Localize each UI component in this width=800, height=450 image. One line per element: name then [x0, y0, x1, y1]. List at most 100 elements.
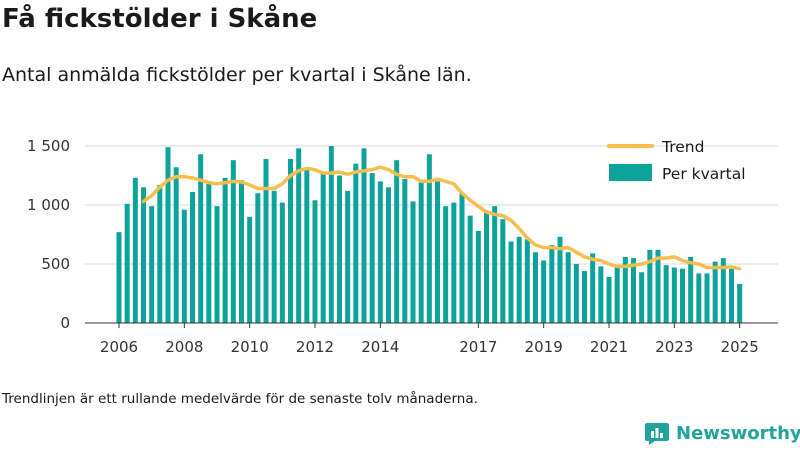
bar: [296, 148, 302, 323]
x-tick-label: 2010: [231, 338, 269, 356]
bar: [508, 241, 514, 323]
bar: [467, 215, 473, 323]
bar: [475, 230, 481, 323]
bar: [263, 158, 269, 323]
bar: [255, 193, 261, 323]
chart-caption: Trendlinjen är ett rullande medelvärde f…: [2, 391, 478, 407]
bar: [737, 284, 743, 323]
bar: [279, 202, 285, 323]
bar: [647, 249, 653, 323]
x-tick-label: 2012: [296, 338, 334, 356]
bar: [655, 249, 661, 323]
bar: [557, 236, 563, 323]
bar: [288, 158, 294, 323]
bar: [410, 201, 416, 323]
bar: [394, 160, 400, 323]
chart: 0 500 1 000 1 500 2006 2008 2010 2012 2014 2017 20…: [27, 137, 778, 356]
bar: [124, 203, 130, 323]
bar: [549, 245, 555, 323]
bar: [418, 182, 424, 323]
bar: [149, 206, 155, 323]
bar: [361, 148, 367, 323]
bar: [337, 175, 343, 323]
bar: [181, 209, 187, 323]
bar: [132, 177, 138, 323]
brand: Newsworthy: [644, 420, 800, 446]
x-tick-label: 2017: [459, 338, 497, 356]
bar: [402, 179, 408, 323]
bar: [688, 256, 694, 323]
legend-bars-label: Per kvartal: [662, 165, 746, 183]
chart-subtitle: Antal anmälda fickstölder per kvartal i …: [2, 64, 472, 86]
x-tick-label: 2025: [721, 338, 759, 356]
bar: [720, 258, 726, 323]
axis-layer: 0 500 1 000 1 500 2006 2008 2010 2012 2014 2017 20…: [27, 137, 778, 356]
bar: [165, 147, 171, 323]
trend-layer: [141, 165, 742, 271]
bar: [230, 160, 236, 323]
brand-name: Newsworthy: [676, 422, 800, 444]
bar: [304, 168, 310, 323]
bar: [671, 267, 677, 323]
bar: [312, 200, 318, 323]
bar: [712, 261, 718, 323]
bar: [541, 260, 547, 323]
bar: [239, 180, 245, 323]
legend-bars-swatch: [609, 164, 652, 181]
chart-title: Få fickstölder i Skåne: [2, 4, 318, 34]
bar: [614, 267, 620, 323]
bar: [116, 232, 122, 323]
bar: [141, 187, 147, 323]
y-tick-label: 1 500: [27, 137, 70, 155]
y-tick-label: 1 000: [27, 196, 70, 214]
y-tick-label: 0: [60, 314, 70, 332]
bar: [443, 206, 449, 323]
bar: [435, 181, 441, 323]
bar: [582, 271, 588, 323]
bar: [606, 276, 612, 323]
bar: [590, 253, 596, 323]
bar: [271, 190, 277, 323]
bar: [622, 256, 628, 323]
bar: [565, 252, 571, 323]
bar: [214, 206, 220, 323]
trend-line: [141, 165, 742, 271]
bar: [426, 154, 432, 323]
y-tick-label: 500: [41, 255, 70, 273]
bar: [573, 264, 579, 323]
newsworthy-logo-icon: [645, 423, 669, 445]
bar: [198, 154, 204, 323]
bar: [639, 272, 645, 323]
x-tick-label: 2014: [361, 338, 399, 356]
bar-layer: [116, 146, 743, 323]
legend: Trend Per kvartal: [607, 138, 746, 183]
x-tick-label: 2006: [100, 338, 138, 356]
bar: [451, 202, 457, 323]
bar: [345, 190, 351, 323]
bar: [524, 239, 530, 323]
x-tick-label: 2023: [655, 338, 693, 356]
bar: [516, 236, 522, 323]
bar: [222, 177, 228, 323]
x-tick-label: 2008: [165, 338, 203, 356]
bar: [484, 212, 490, 323]
bar: [492, 206, 498, 323]
bar: [353, 163, 359, 323]
bar: [680, 268, 686, 323]
bar: [533, 252, 539, 323]
bar: [696, 273, 702, 323]
bar: [598, 266, 604, 323]
bar: [173, 167, 179, 323]
bar: [247, 216, 253, 323]
bar: [631, 258, 637, 323]
bar: [500, 219, 506, 323]
bar: [320, 173, 326, 323]
bar: [704, 273, 710, 323]
bar: [663, 265, 669, 323]
bar: [386, 187, 392, 323]
x-tick-label: 2019: [525, 338, 563, 356]
bar: [206, 183, 212, 323]
bar: [377, 181, 383, 323]
bar: [190, 192, 196, 323]
bar: [459, 193, 465, 323]
